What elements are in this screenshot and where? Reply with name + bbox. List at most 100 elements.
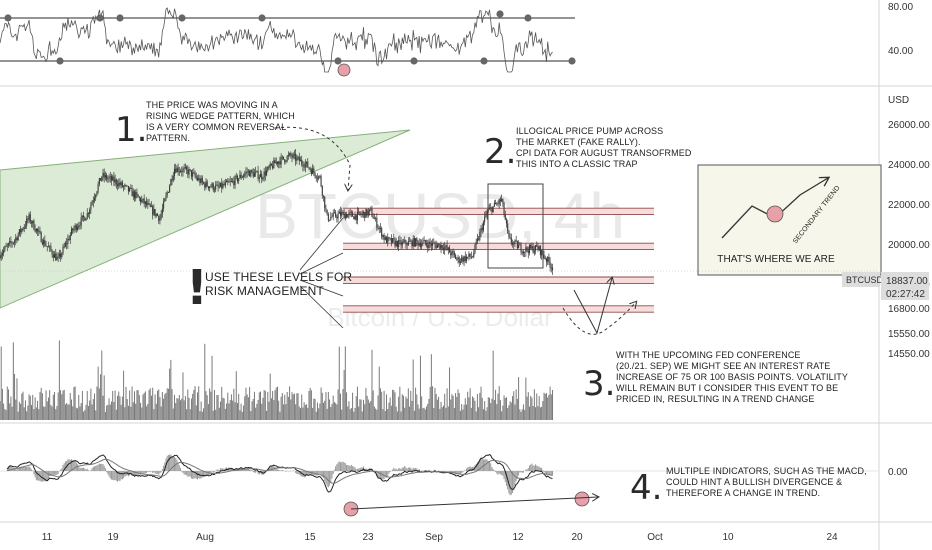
macd-hist-bar [388,471,390,474]
macd-hist-bar [17,468,19,471]
annotation-line: THEREFORE A CHANGE IN TREND. [666,488,820,498]
volume-bar [367,399,369,420]
candle-body [203,182,205,184]
annotation-line: RISK MANAGEMENT [205,284,324,298]
volume-bar [68,404,70,420]
macd-hist-bar [461,471,463,474]
candle-body [263,171,265,179]
candle-body [50,246,52,251]
macd-hist-bar [297,471,299,475]
candle-body [316,178,319,180]
volume-bar [548,394,550,420]
macd-hist-bar [382,471,384,480]
candle-body [319,176,321,178]
last-price-tag[interactable] [881,272,929,300]
volume-bar [123,370,125,420]
candle-body [133,191,136,199]
candle-body [188,169,190,175]
volume-bar [416,394,418,420]
price-candles[interactable] [0,149,554,275]
macd-hist-bar [81,467,83,471]
macd-hist-bar [433,470,435,471]
candle-body [395,240,397,246]
macd-hist-bar [212,471,214,473]
volume-bar [516,398,518,420]
annotation-line: COULD HINT A BULLISH DIVERGENCE & [666,477,842,487]
support-zone[interactable] [343,243,654,250]
annotation-line: WILL REMAIN BUT I CONSIDER THIS EVENT TO… [616,383,838,393]
volume-bar [246,394,248,420]
volume-bar [173,394,175,420]
macd-hist-bar [178,465,180,471]
macd-hist-bar [152,471,154,474]
volume-bar [278,400,280,420]
candle-body [422,241,424,245]
candle-body [123,186,125,188]
macd-hist-bar [430,471,432,472]
volume-bar [230,394,232,420]
candle-body [286,156,288,162]
candle-body [457,257,459,259]
macd-hist-bar [95,465,97,471]
candle-body [127,185,129,192]
macd-hist-bar [194,471,196,479]
candle-body [201,178,203,183]
macd-hist-bar [503,471,505,479]
candle-body [250,170,252,177]
volume-bar [419,355,421,420]
support-zones[interactable] [343,207,654,313]
volume-bar [181,398,183,420]
candle-body [461,257,463,262]
candle-body [257,170,259,179]
macd-hist-bar [392,469,394,471]
candle-body [165,195,167,199]
macd-hist-bar [154,471,156,474]
volume-bar [33,408,35,420]
candle-body [361,213,363,215]
macd-hist-bar [153,471,155,473]
volume-bar [129,390,131,420]
candle-body [470,256,472,258]
volume-bar [37,400,39,420]
trend-inset[interactable]: THAT'S WHERE WE ARE SECONDARY TREND [697,164,882,276]
volume-bar [257,400,259,420]
support-zone[interactable] [343,305,654,313]
support-zone[interactable] [343,277,654,284]
macd-hist-bar [347,464,349,471]
candle-body [261,173,263,180]
volume-bar [492,350,494,420]
volume-bar [293,393,295,420]
fake-rally-box[interactable] [487,183,544,269]
annotation-line: WITH THE UPCOMING FED CONFERENCE [616,350,801,360]
volume-bar [45,390,47,420]
volume-bar [521,409,523,420]
macd-hist-bar [304,471,306,478]
macd-hist-bar [423,470,425,471]
support-zone[interactable] [343,208,654,215]
candle-body [75,225,77,230]
candle-body [229,181,231,183]
volume-bar [490,403,492,420]
volume-bar [121,396,123,420]
volume-bar [234,402,236,420]
volume-bar [46,401,48,420]
candle-body [176,167,178,173]
volume-bar [261,403,263,420]
candle-body [394,239,396,246]
volume-bar [389,397,391,420]
volume-bar [378,366,380,420]
candle-body [135,192,137,199]
volume-bar [467,391,469,420]
macd-hist-bar [318,471,320,474]
volume-bar [137,390,139,420]
macd-hist-bar [485,458,487,471]
candle-body [516,241,518,249]
candle-body [527,250,529,254]
macd-hist-bar [504,471,506,483]
volume-bar [400,411,402,420]
macd-hist-bar [315,471,317,476]
macd-hist-bar [9,465,11,471]
volume-bar [77,408,79,420]
candle-body [310,169,312,174]
